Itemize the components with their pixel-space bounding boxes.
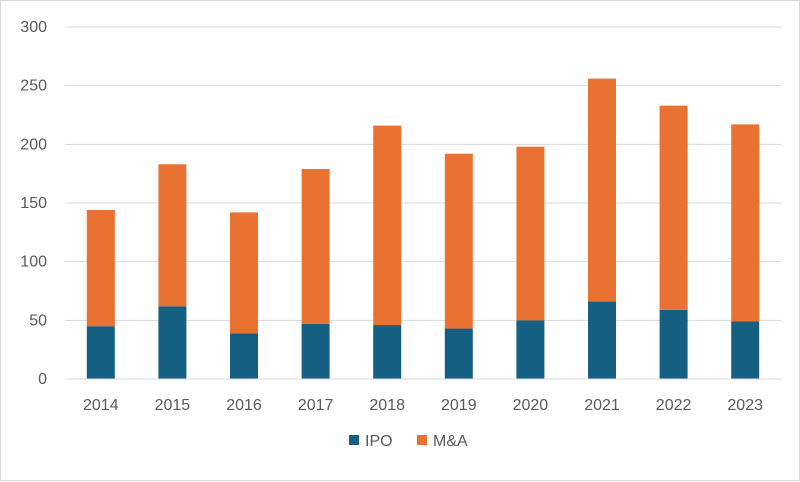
bar-ipo-2020 (516, 320, 545, 379)
legend-swatch-ipo (349, 435, 359, 445)
bar-ipo-2015 (158, 306, 187, 379)
y-tick-label: 0 (38, 371, 47, 388)
bar-ipo-2023 (731, 321, 760, 379)
bar-ipo-2021 (588, 301, 616, 379)
x-tick-label: 2020 (513, 397, 549, 414)
bar-ma-2020 (516, 146, 545, 321)
x-tick-label: 2023 (727, 397, 763, 414)
bars (86, 78, 760, 379)
legend-label: IPO (365, 433, 393, 450)
x-tick-label: 2018 (369, 397, 405, 414)
x-tick-label: 2014 (83, 397, 119, 414)
x-tick-label: 2019 (441, 397, 477, 414)
bar-ipo-2018 (373, 325, 402, 379)
y-tick-label: 50 (29, 312, 47, 329)
y-tick-label: 300 (20, 19, 47, 36)
y-tick-label: 100 (20, 254, 47, 271)
x-tick-label: 2016 (226, 397, 262, 414)
bar-ma-2021 (588, 78, 616, 302)
bar-ma-2014 (86, 210, 115, 327)
legend-swatch-ma (417, 435, 427, 445)
x-tick-label: 2017 (298, 397, 334, 414)
x-tick-label: 2015 (155, 397, 191, 414)
legend-label: M&A (433, 433, 468, 450)
bar-ma-2022 (659, 105, 688, 310)
bar-ipo-2019 (444, 328, 473, 379)
y-axis-ticks: 0 50 100 150 200 250 300 (20, 19, 47, 388)
bar-ma-2015 (158, 164, 187, 307)
x-axis-ticks: 2014 2015 2016 2017 2018 2019 2020 2021 2022 2023 (83, 397, 763, 414)
bar-ma-2018 (373, 125, 402, 326)
y-tick-label: 250 (20, 78, 47, 95)
bar-ma-2016 (230, 212, 258, 334)
legend: IPO M&A (349, 433, 468, 450)
x-tick-label: 2022 (656, 397, 692, 414)
bar-ma-2019 (444, 153, 473, 329)
bar-ma-2017 (301, 168, 330, 324)
bar-ipo-2016 (230, 333, 258, 379)
bar-ma-2023 (731, 124, 760, 322)
y-tick-label: 200 (20, 136, 47, 153)
bar-ipo-2017 (301, 323, 330, 379)
bar-ipo-2022 (659, 309, 688, 379)
x-tick-label: 2021 (584, 397, 620, 414)
bar-ipo-2014 (86, 326, 115, 379)
y-tick-label: 150 (20, 195, 47, 212)
